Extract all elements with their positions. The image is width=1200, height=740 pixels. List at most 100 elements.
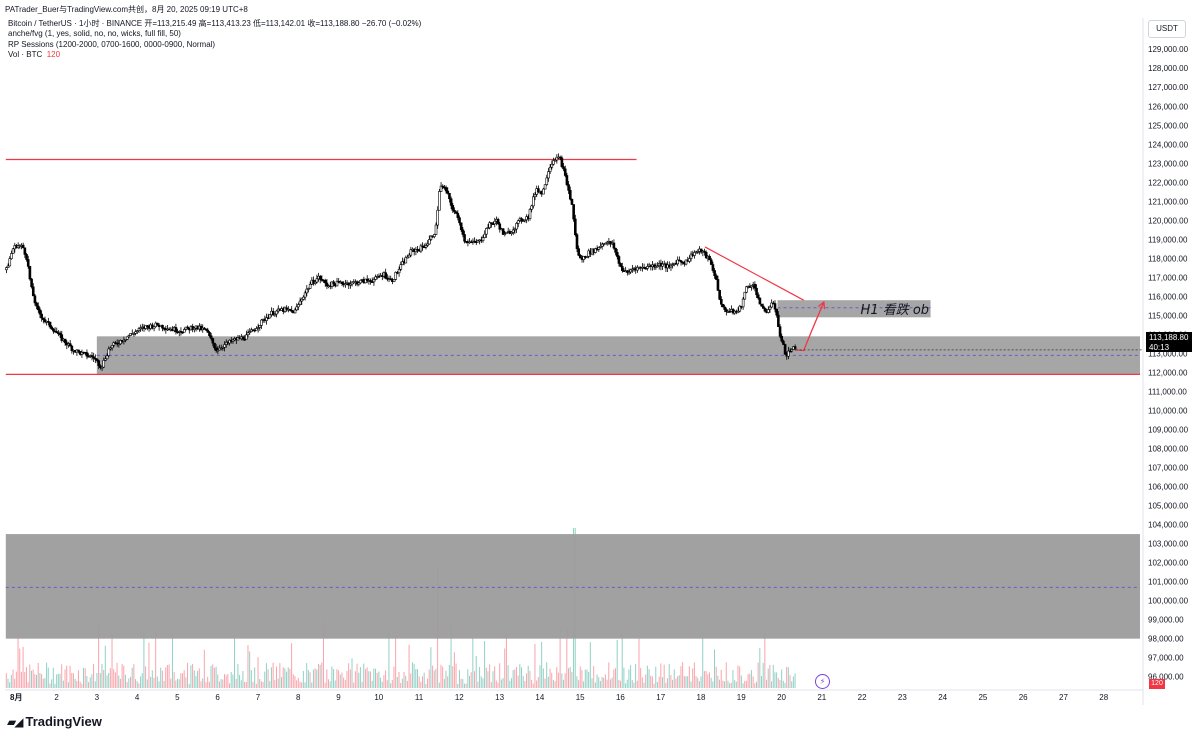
price-tick-label: 120,000.00	[1148, 216, 1189, 225]
indicator-fvg[interactable]: anche/fvg (1, yes, solid, no, no, wicks,…	[8, 29, 181, 39]
price-tick-label: 108,000.00	[1148, 445, 1189, 454]
candle	[308, 283, 312, 289]
volume-bar	[401, 678, 403, 688]
price-tick-label: 122,000.00	[1148, 178, 1189, 187]
candle	[42, 317, 45, 320]
volume-bar	[604, 674, 606, 688]
candles	[5, 153, 797, 372]
candle	[567, 184, 570, 191]
volume-bar	[702, 628, 704, 688]
indicator-volume[interactable]: Vol · BTC 120	[8, 49, 61, 59]
volume-bar	[232, 674, 234, 688]
volume-bar	[710, 677, 712, 688]
volume-bar	[354, 671, 356, 688]
volume-bar	[779, 680, 781, 688]
candle	[340, 281, 344, 284]
volume-bar	[747, 674, 749, 688]
volume-bar	[700, 676, 702, 688]
volume-bar	[730, 682, 732, 688]
time-tick-label: 9	[336, 693, 341, 702]
volume-bar	[17, 633, 19, 688]
volume-bar	[653, 683, 655, 688]
volume-bar	[30, 670, 32, 688]
volume-bar	[631, 680, 633, 688]
volume-bar	[430, 647, 432, 688]
volume-bar	[163, 680, 165, 688]
volume-bar	[37, 662, 39, 688]
volume-bar	[193, 670, 195, 688]
symbol-ohlc[interactable]: Bitcoin / TetherUS · 1小时 · BINANCE 开=113…	[8, 19, 422, 28]
price-tick-label: 116,000.00	[1148, 292, 1188, 301]
volume-bar	[336, 669, 338, 688]
candle	[186, 326, 189, 329]
volume-bar	[328, 679, 330, 688]
candle	[446, 190, 450, 194]
candle	[767, 309, 770, 313]
volume-bar	[601, 676, 603, 688]
volume-bar	[312, 669, 314, 688]
candle	[626, 270, 629, 273]
candle	[122, 339, 126, 342]
fvg-zone	[777, 300, 931, 318]
candle	[409, 249, 413, 256]
candle	[493, 220, 497, 225]
candle	[134, 331, 137, 334]
candle	[268, 314, 272, 319]
candle	[725, 309, 728, 312]
currency-button[interactable]: USDT	[1148, 20, 1186, 38]
candle	[307, 288, 310, 290]
volume-bar	[314, 668, 316, 688]
candle	[92, 356, 95, 359]
volume-bar	[356, 663, 358, 688]
volume-bar	[396, 677, 398, 688]
volume-bar	[358, 672, 360, 688]
volume-bar	[497, 682, 499, 688]
candle	[741, 298, 745, 308]
time-tick-label: 17	[656, 693, 665, 702]
volume-bar	[648, 669, 650, 688]
price-tick-label: 124,000.00	[1148, 140, 1189, 149]
candle	[26, 259, 30, 267]
candle	[404, 257, 408, 264]
price-tick-label: 100,000.00	[1148, 597, 1189, 606]
price-tick-label: 105,000.00	[1148, 502, 1189, 511]
volume-bar	[113, 669, 115, 688]
volume-bar	[509, 680, 511, 688]
price-tick-label: 127,000.00	[1148, 83, 1189, 92]
tradingview-logo[interactable]: ▰◢ TradingView	[7, 714, 102, 729]
candle	[728, 311, 732, 313]
volume-bar	[749, 673, 751, 688]
volume-bar	[645, 674, 647, 688]
volume-bar	[348, 663, 350, 688]
indicator-sessions[interactable]: RP Sessions (1200-2000, 0700-1600, 0000-…	[8, 39, 216, 49]
candle	[397, 269, 401, 274]
candle	[265, 317, 268, 321]
volume-bar	[504, 648, 506, 688]
candle	[325, 282, 329, 287]
price-tick-label: 126,000.00	[1148, 102, 1189, 111]
volume-bar	[603, 677, 605, 688]
volume-bar	[210, 666, 212, 688]
volume-bar	[596, 674, 598, 688]
volume-bar	[547, 676, 549, 688]
candle	[323, 280, 327, 284]
candle	[568, 190, 572, 200]
volume-bar	[789, 675, 791, 688]
candle	[491, 223, 495, 225]
volume-bar	[46, 662, 48, 688]
volume-bar	[185, 677, 187, 688]
volume-bar	[5, 673, 7, 688]
volume-bar	[133, 664, 135, 688]
volume-bar	[61, 664, 63, 688]
time-tick-label: 8月	[10, 693, 22, 702]
volume-bar	[672, 679, 674, 688]
volume-bar	[284, 668, 286, 688]
price-tick-label: 109,000.00	[1148, 426, 1189, 435]
volume-bar	[400, 682, 402, 688]
time-tick-label: 18	[697, 693, 706, 702]
lightning-icon[interactable]: ⚡	[815, 674, 830, 689]
volume-bar	[20, 671, 22, 688]
candle	[563, 168, 567, 176]
candle	[60, 334, 64, 341]
